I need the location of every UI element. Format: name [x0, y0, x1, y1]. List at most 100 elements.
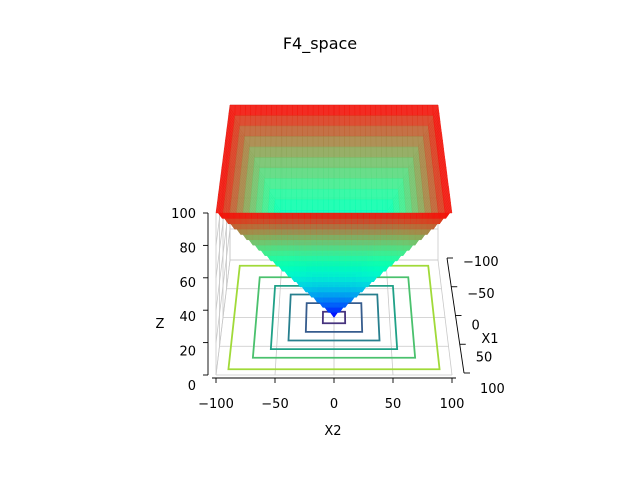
surface-patch: [296, 157, 303, 169]
surface-patch: [349, 125, 356, 137]
surface-patch: [333, 291, 340, 298]
surface-patch: [345, 223, 352, 230]
surface-patch: [316, 212, 323, 219]
surface-patch: [280, 212, 288, 219]
surface-patch: [298, 228, 306, 235]
surface-patch: [439, 212, 447, 219]
surface-patch: [386, 234, 393, 241]
surface-patch: [316, 260, 323, 267]
surface-patch: [328, 297, 335, 303]
surface-patch: [387, 188, 394, 201]
surface-patch: [369, 212, 376, 219]
surface-patch: [357, 223, 364, 230]
surface-patch: [275, 223, 282, 230]
surface-patch: [323, 167, 329, 179]
surface-patch: [360, 188, 367, 201]
surface-patch: [323, 178, 329, 190]
surface-patch: [427, 218, 435, 225]
surface-patch: [274, 188, 281, 201]
surface-patch: [221, 212, 229, 219]
surface-patch: [398, 218, 405, 225]
surface-patch: [333, 250, 340, 256]
surface-patch: [296, 178, 303, 190]
surface-patch: [286, 157, 292, 169]
surface-patch: [412, 125, 419, 137]
surface-patch: [269, 178, 276, 190]
surface-patch: [286, 223, 294, 230]
surface-patch: [403, 244, 410, 251]
surface-patch: [239, 218, 247, 225]
surface-patch: [345, 212, 352, 219]
surface-patch: [376, 188, 383, 201]
surface-patch: [275, 178, 282, 190]
surface-patch: [380, 228, 387, 235]
surface-patch: [275, 239, 283, 246]
surface-patch: [339, 297, 346, 303]
surface-patch: [407, 125, 414, 137]
surface-patch: [339, 234, 346, 241]
surface-patch: [397, 234, 405, 241]
surface-patch: [282, 260, 289, 267]
surface-patch: [356, 244, 364, 251]
surface-patch: [362, 234, 370, 241]
surface-patch: [416, 104, 423, 116]
surface-patch: [374, 218, 382, 225]
surface-patch: [312, 115, 319, 127]
surface-patch: [275, 234, 282, 241]
surface-patch: [422, 104, 429, 116]
surface-patch: [285, 188, 292, 201]
surface-patch: [322, 212, 329, 219]
surface-patch: [233, 218, 241, 225]
surface-patch: [328, 199, 335, 211]
surface-patch: [270, 255, 277, 262]
surface-patch: [350, 255, 358, 262]
surface-patch: [333, 125, 340, 137]
surface-patch: [386, 228, 393, 235]
surface-patch: [401, 125, 408, 137]
surface-patch: [339, 276, 346, 282]
surface-patch: [351, 223, 358, 230]
surface-patch: [249, 136, 256, 148]
surface-patch: [304, 223, 311, 230]
surface-patch: [323, 136, 329, 148]
surface-patch: [310, 223, 317, 230]
surface-patch: [427, 212, 435, 219]
surface-patch: [258, 244, 265, 251]
surface-patch: [344, 115, 350, 127]
surface-patch: [386, 223, 393, 230]
surface-patch: [356, 276, 363, 282]
chart-title: F4_space: [282, 34, 358, 53]
surface-patch: [304, 250, 312, 256]
surface-patch: [333, 136, 340, 148]
surface-patch: [374, 212, 382, 219]
surface-patch: [310, 265, 318, 272]
surface-patch: [368, 239, 375, 246]
surface-patch: [310, 212, 317, 219]
surface-patch: [349, 136, 356, 148]
surface-patch: [362, 276, 369, 282]
surface-patch: [402, 136, 409, 148]
surface-patch: [374, 228, 382, 235]
surface-patch: [409, 239, 416, 246]
surface-patch: [244, 125, 251, 137]
surface-patch: [287, 239, 294, 246]
surface-patch: [396, 104, 403, 116]
surface-patch: [339, 260, 346, 267]
surface-patch: [262, 212, 270, 219]
surface-patch: [380, 212, 388, 219]
surface-patch: [396, 125, 403, 137]
surface-patch: [299, 271, 306, 277]
surface-patch: [354, 157, 361, 169]
surface-patch: [365, 178, 372, 190]
surface-patch: [386, 136, 393, 148]
surface-patch: [321, 218, 329, 225]
surface-patch: [403, 234, 411, 241]
surface-patch: [349, 188, 356, 201]
surface-patch: [339, 228, 346, 235]
surface-patch: [333, 255, 341, 262]
surface-patch: [304, 218, 311, 225]
surface-patch: [307, 146, 314, 158]
surface-patch: [368, 260, 375, 267]
